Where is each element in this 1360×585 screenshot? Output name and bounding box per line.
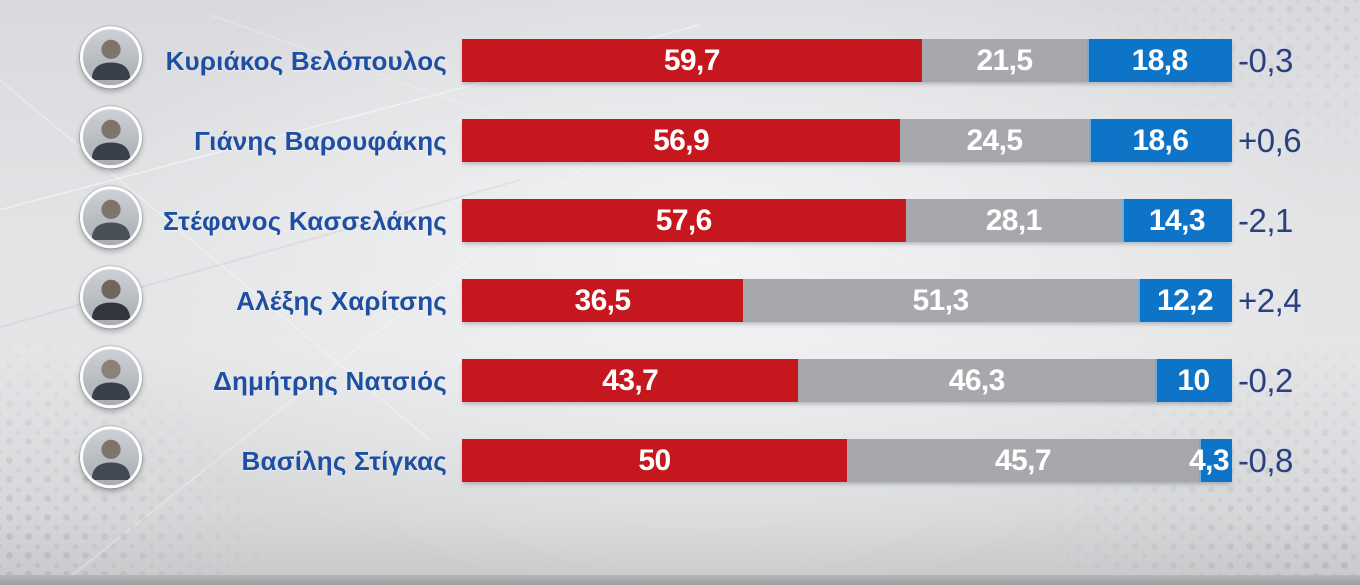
bar-track: 36,5 51,3 12,2 (462, 279, 1232, 322)
bar-segment-gray: 24,5 (900, 119, 1089, 162)
segment-value: 46,3 (948, 363, 1006, 397)
change-value: -0,2 (1238, 362, 1293, 399)
segment-value: 56,9 (653, 123, 710, 157)
bar-segment-gray: 28,1 (905, 199, 1122, 242)
person-silhouette-icon (91, 279, 131, 321)
candidate-avatar (80, 346, 142, 409)
bar-segment-red: 43,7 (462, 359, 799, 402)
segment-value: 14,3 (1148, 203, 1206, 237)
bar-segment-red: 56,9 (462, 119, 901, 162)
candidate-avatar (80, 426, 142, 489)
bar-segment-gray: 21,5 (921, 39, 1088, 82)
change-value: -0,3 (1238, 42, 1293, 79)
segment-value: 4,3 (1189, 443, 1230, 477)
change-value: +0,6 (1238, 122, 1302, 159)
bar-segment-red: 36,5 (462, 279, 744, 322)
candidate-avatar (80, 26, 142, 89)
bar-segment-blue: 4,3 (1189, 439, 1232, 482)
bar-segment-red: 50 (462, 439, 847, 482)
segment-value: 28,1 (985, 203, 1043, 237)
bar-track: 43,7 46,3 10 (462, 359, 1232, 402)
bar-track: 59,7 21,5 18,8 (462, 39, 1232, 82)
bar-segment-blue: 14,3 (1121, 199, 1232, 242)
segment-value: 10 (1177, 363, 1210, 397)
bar-track: 50 45,7 4,3 (462, 439, 1232, 482)
candidate-name: Βασίλης Στίγκας (241, 446, 447, 476)
chart-row: Γιάνης Βαρουφάκης 56,9 24,5 18,6 +0,6 (0, 101, 1360, 181)
candidate-name: Αλέξης Χαρίτσης (236, 286, 447, 316)
bar-segment-red: 57,6 (462, 199, 906, 242)
segment-value: 59,7 (663, 43, 721, 77)
segment-value: 43,7 (602, 363, 659, 397)
change-value: -0,8 (1238, 442, 1293, 479)
bar-segment-blue: 12,2 (1138, 279, 1232, 322)
segment-value: 12,2 (1157, 283, 1214, 317)
segment-value: 18,6 (1132, 123, 1189, 157)
bottom-edge-strip (0, 575, 1360, 585)
candidate-name: Στέφανος Κασσελάκης (162, 206, 447, 236)
bar-segment-blue: 18,8 (1087, 39, 1232, 82)
bar-segment-red: 59,7 (462, 39, 922, 82)
person-silhouette-icon (91, 359, 131, 401)
chart-row: Στέφανος Κασσελάκης 57,6 28,1 14,3 -2,1 (0, 181, 1360, 261)
segment-value: 45,7 (994, 443, 1052, 477)
chart-rows: Κυριάκος Βελόπουλος 59,7 21,5 18,8 -0,3 … (0, 21, 1360, 501)
candidate-avatar (80, 186, 142, 249)
bar-segment-gray: 45,7 (847, 439, 1199, 482)
person-silhouette-icon (91, 39, 131, 81)
bar-segment-blue: 10 (1154, 359, 1232, 402)
candidate-name: Δημήτρης Νατσιός (213, 366, 447, 396)
bar-track: 56,9 24,5 18,6 (462, 119, 1232, 162)
bar-segment-blue: 18,6 (1088, 119, 1232, 162)
candidate-avatar (80, 106, 142, 169)
segment-value: 57,6 (655, 203, 713, 237)
segment-value: 51,3 (912, 283, 970, 317)
chart-row: Κυριάκος Βελόπουλος 59,7 21,5 18,8 -0,3 (0, 21, 1360, 101)
segment-value: 18,8 (1131, 43, 1189, 77)
person-silhouette-icon (91, 199, 131, 241)
segment-value: 50 (638, 443, 671, 477)
person-silhouette-icon (91, 439, 131, 481)
candidate-avatar (80, 266, 142, 329)
segment-value: 36,5 (574, 283, 632, 317)
change-value: +2,4 (1238, 282, 1302, 319)
segment-value: 21,5 (976, 43, 1033, 77)
chart-row: Δημήτρης Νατσιός 43,7 46,3 10 -0,2 (0, 341, 1360, 421)
person-silhouette-icon (91, 119, 131, 161)
change-value: -2,1 (1238, 202, 1293, 239)
segment-value: 24,5 (966, 123, 1023, 157)
candidate-name: Κυριάκος Βελόπουλος (165, 46, 447, 76)
chart-row: Βασίλης Στίγκας 50 45,7 4,3 -0,8 (0, 421, 1360, 501)
chart-row: Αλέξης Χαρίτσης 36,5 51,3 12,2 +2,4 (0, 261, 1360, 341)
bar-track: 57,6 28,1 14,3 (462, 199, 1232, 242)
bar-segment-gray: 46,3 (798, 359, 1155, 402)
bar-segment-gray: 51,3 (743, 279, 1139, 322)
candidate-name: Γιάνης Βαρουφάκης (194, 126, 447, 156)
